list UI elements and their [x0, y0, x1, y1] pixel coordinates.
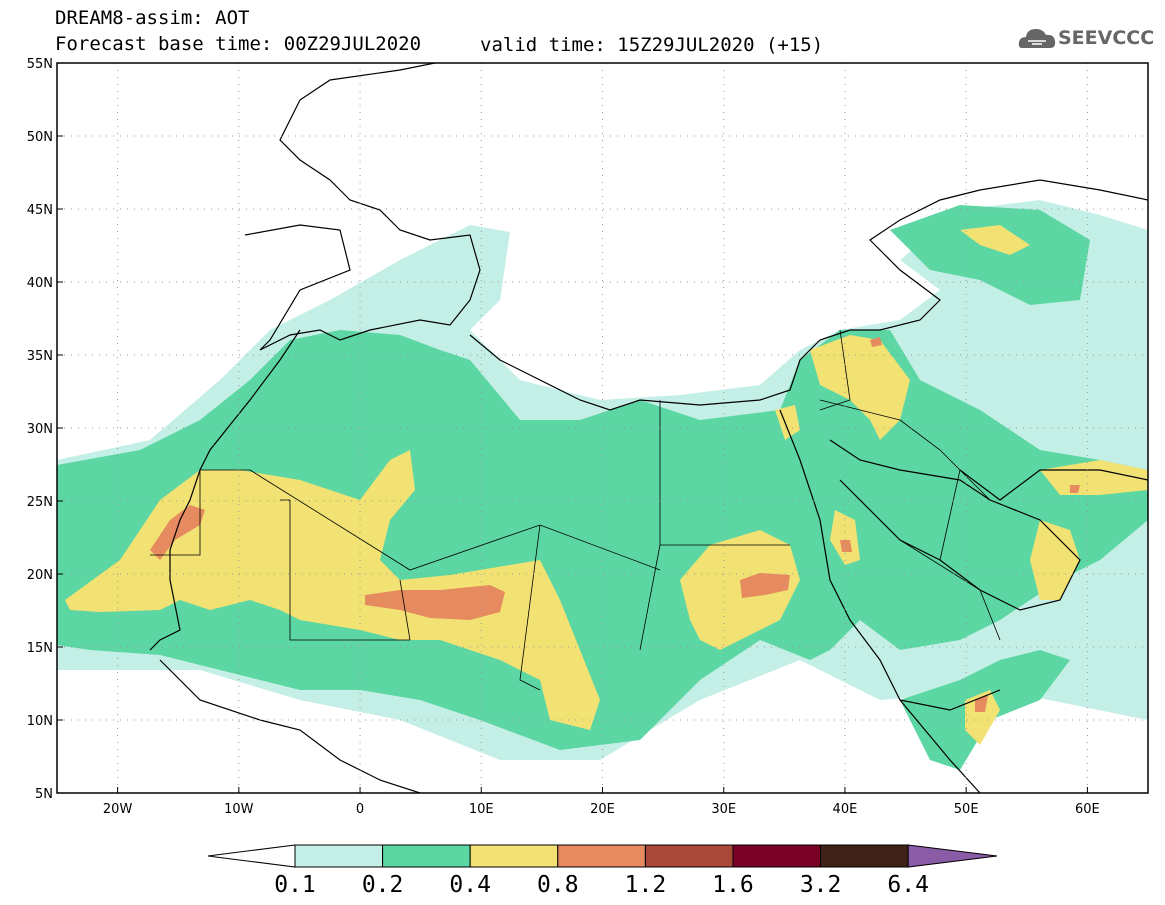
- colorbar-label: 6.4: [887, 872, 929, 898]
- lon-label: 60E: [1075, 802, 1100, 817]
- lat-label: 30N: [27, 422, 53, 437]
- colorbar-box: [382, 844, 471, 868]
- borders: [150, 329, 1001, 691]
- cloud-icon: [1018, 29, 1056, 48]
- lat-label: 45N: [27, 203, 53, 218]
- lat-label: 15N: [27, 641, 53, 656]
- coastlines: [149, 63, 1148, 793]
- lon-label: 10W: [224, 802, 254, 817]
- lat-label: 35N: [27, 349, 53, 364]
- graticule: [57, 63, 1148, 793]
- axis-ticks: [57, 62, 1088, 794]
- lat-label: 55N: [27, 57, 53, 72]
- lon-label: 10E: [469, 802, 494, 817]
- colorbar-label: 0.2: [362, 872, 404, 898]
- colorbar-label: 3.2: [800, 872, 842, 898]
- latitude-labels: 55N 50N 45N 40N 35N 30N 25N 20N 15N 10N 5N: [27, 57, 53, 802]
- lat-label: 40N: [27, 276, 53, 291]
- lat-label: 5N: [35, 787, 53, 802]
- lon-label: 20E: [590, 802, 615, 817]
- lat-label: 10N: [27, 714, 53, 729]
- colorbar-over-triangle: [907, 844, 998, 868]
- colorbar-under-triangle: [207, 844, 296, 868]
- lon-label: 50E: [954, 802, 979, 817]
- colorbar-label: 0.1: [274, 872, 316, 898]
- lon-label: 40E: [833, 802, 858, 817]
- aot-band-0.8: [150, 337, 1080, 712]
- forecast-base-time: Forecast base time: 00Z29JUL2020: [55, 33, 422, 55]
- lon-label: 30E: [711, 802, 736, 817]
- lon-label: 0: [356, 802, 364, 817]
- colorbar-box: [294, 844, 384, 868]
- colorbar-box: [557, 844, 646, 868]
- colorbar-label: 1.2: [625, 872, 667, 898]
- colorbar-label: 1.6: [712, 872, 754, 898]
- valid-time: valid time: 15Z29JUL2020 (+15): [480, 34, 824, 56]
- colorbar-box: [469, 844, 559, 868]
- colorbar-label: 0.8: [537, 872, 579, 898]
- colorbar-box: [644, 844, 734, 868]
- lat-label: 25N: [27, 495, 53, 510]
- colorbar-box: [732, 844, 822, 868]
- logo-text: SEEVCCC: [1058, 27, 1155, 49]
- map-title: DREAM8-assim: AOT: [55, 7, 250, 29]
- lat-label: 20N: [27, 568, 53, 583]
- lat-label: 50N: [27, 130, 53, 145]
- longitude-labels: 20W 10W 0 10E 20E 30E 40E 50E 60E: [103, 802, 1100, 817]
- lon-label: 20W: [103, 802, 133, 817]
- colorbar-label: 0.4: [449, 872, 491, 898]
- colorbar-box: [820, 844, 909, 868]
